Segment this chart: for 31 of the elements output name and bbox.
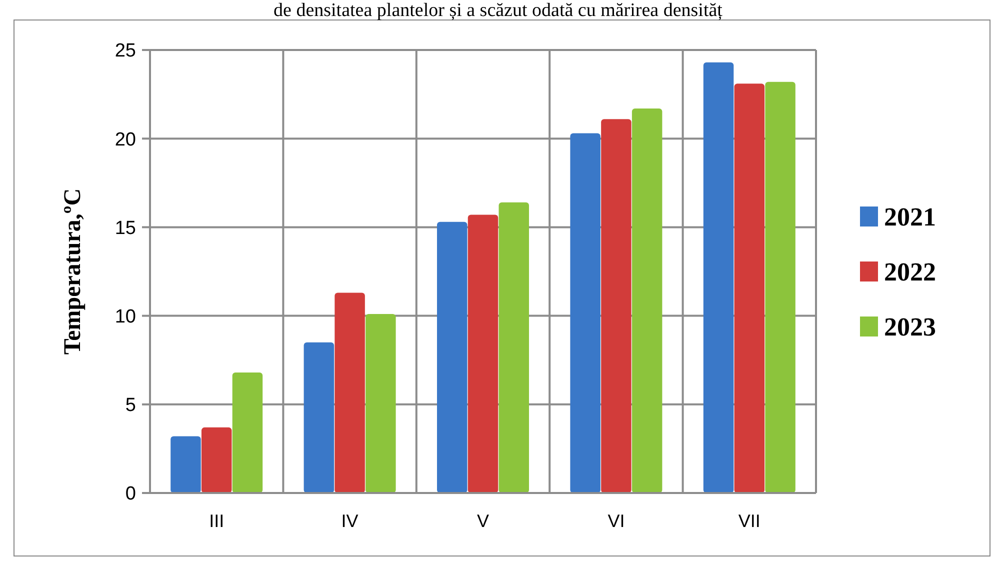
bar: [570, 133, 600, 493]
y-tick-label: 15: [114, 218, 136, 239]
x-tick-label: VII: [738, 511, 760, 531]
x-tick-label: III: [209, 511, 224, 531]
bar: [304, 342, 334, 493]
x-tick-label: IV: [341, 511, 358, 531]
y-axis-title: Temperatura,ºC: [60, 188, 86, 355]
bar: [734, 84, 765, 493]
bar: [498, 202, 530, 493]
bar: [366, 314, 396, 493]
y-tick-label: 20: [114, 129, 136, 150]
y-tick-label: 25: [114, 40, 136, 62]
bar: [232, 372, 263, 493]
legend-label: 2021: [884, 202, 936, 232]
bar: [170, 436, 201, 493]
legend-label: 2022: [884, 258, 936, 287]
y-tick-label: 5: [125, 395, 136, 416]
bar: [703, 62, 734, 493]
bar: [601, 119, 632, 493]
bar: [201, 427, 232, 493]
bar: [334, 292, 365, 493]
legend-label: 2023: [884, 312, 936, 342]
text: de densitatea plantelor și a scăzut odată cu mărirea densităț: [274, 0, 724, 21]
bar: [468, 214, 498, 493]
x-tick-label: V: [476, 511, 490, 531]
y-tick-label: 0: [125, 484, 136, 505]
y-tick-label: 10: [114, 306, 136, 328]
bar: [632, 108, 662, 493]
x-tick-label: VI: [608, 511, 625, 531]
bar: [765, 82, 796, 493]
bar: [436, 222, 468, 493]
